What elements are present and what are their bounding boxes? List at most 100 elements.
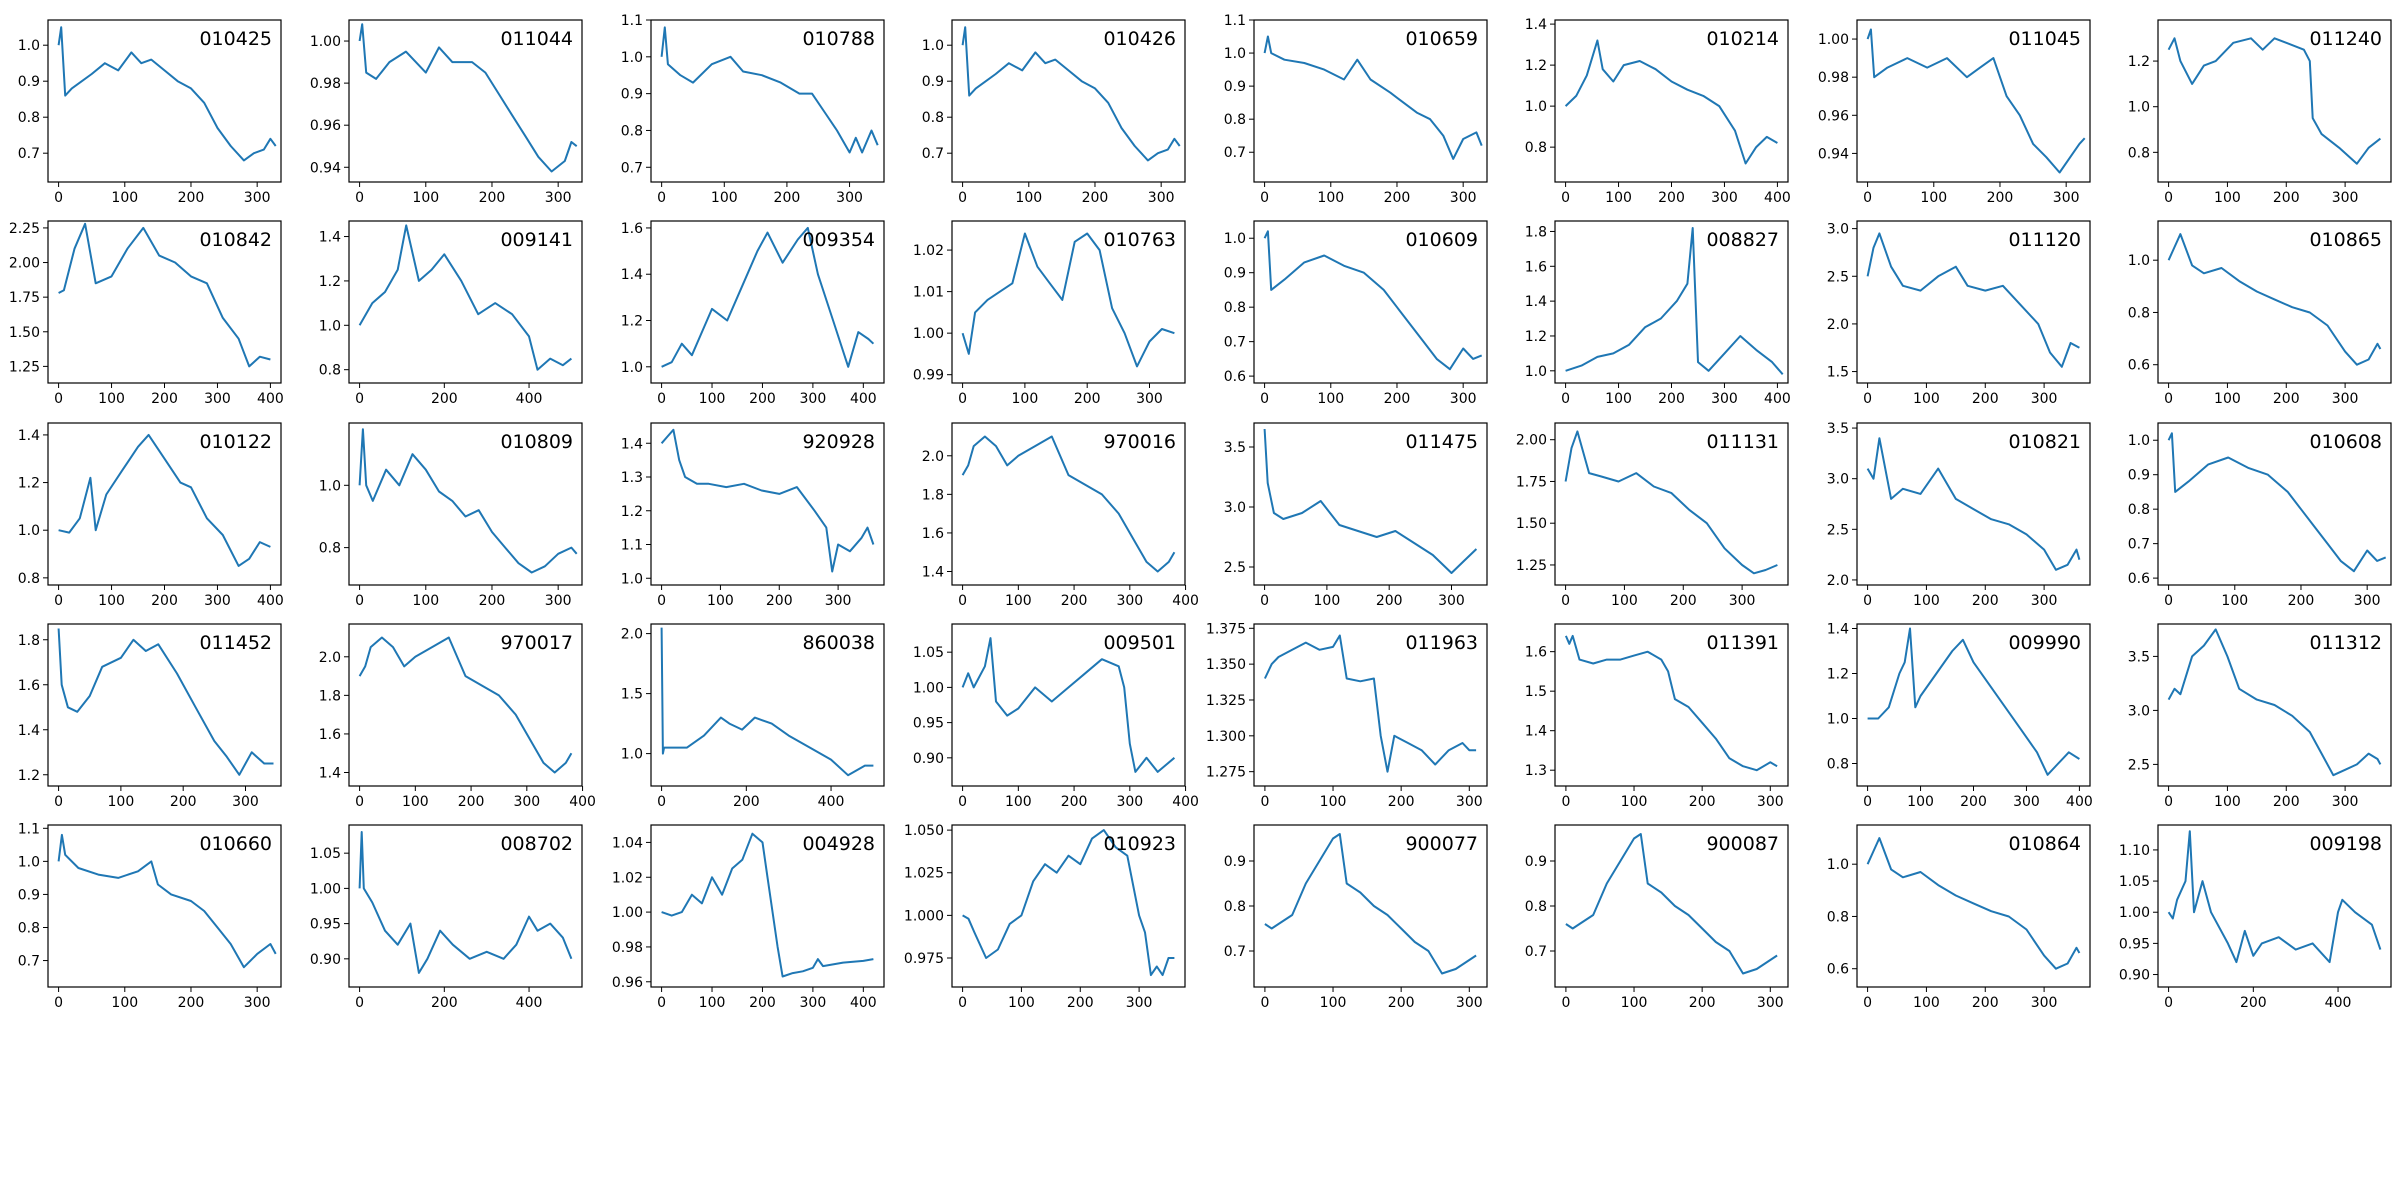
x-tick-label: 300: [2013, 794, 2040, 810]
x-tick-label: 400: [257, 391, 284, 407]
subplot-title: 920928: [802, 431, 875, 453]
x-tick-label: 100: [402, 794, 429, 810]
y-tick-label: 1.0: [2128, 253, 2150, 269]
y-tick-label: 1.050: [904, 823, 944, 839]
x-tick-label: 400: [1764, 190, 1791, 206]
x-tick-label: 200: [1987, 190, 2014, 206]
series-line: [962, 829, 1175, 977]
subplot-title: 011240: [2309, 28, 2382, 50]
series-line: [358, 831, 573, 974]
subplot-920928: 0 100 200 300 1.0 1.1 1.2 1.3 1.4 920928: [621, 422, 885, 609]
subplot-011044: 0 100 200 300 0.94 0.96 0.98 1.00 011044: [310, 19, 583, 206]
x-tick-label: 300: [1116, 593, 1143, 609]
y-tick-label: 1.4: [1827, 622, 1849, 638]
y-tick-label: 1.1: [621, 538, 643, 554]
series-line: [1866, 837, 2081, 970]
y-tick-label: 1.2: [18, 476, 40, 492]
y-tick-label: 1.0: [1525, 364, 1547, 380]
subplot-009141: 0 200 400 0.8 1.0 1.2 1.4 009141: [319, 220, 583, 407]
subplot-010842: 0 100 200 300 400 1.25 1.50 1.75 2.00 2.25 010842: [9, 220, 284, 407]
y-tick-label: 1.4: [1525, 294, 1547, 310]
subplot-title: 010608: [2309, 431, 2382, 453]
subplot-010608: 0 100 200 300 0.6 0.7 0.8 0.9 1.0 010608: [2128, 422, 2392, 609]
y-tick-label: 1.275: [1206, 765, 1246, 781]
y-tick-label: 1.4: [1525, 724, 1547, 740]
x-tick-label: 200: [733, 794, 760, 810]
x-tick-label: 0: [657, 995, 666, 1011]
series-line: [2167, 432, 2387, 573]
x-tick-label: 100: [711, 190, 738, 206]
x-tick-label: 0: [657, 794, 666, 810]
y-tick-label: 0.8: [922, 110, 944, 126]
series-line: [1565, 227, 1784, 375]
y-tick-label: 1.8: [18, 633, 40, 649]
y-tick-label: 1.350: [1206, 657, 1246, 673]
x-tick-label: 200: [749, 995, 776, 1011]
y-tick-label: 0.98: [1818, 70, 1849, 86]
subplot-011963: 0 100 200 300 1.275 1.300 1.325 1.350 1.375 01196…: [1206, 621, 1488, 810]
y-tick-label: 1.1: [18, 821, 40, 837]
x-tick-label: 0: [355, 190, 364, 206]
y-tick-label: 2.0: [1827, 317, 1849, 333]
subplot-title: 010660: [199, 833, 272, 855]
axes-frame: [348, 19, 583, 183]
x-tick-label: 300: [1757, 995, 1784, 1011]
y-tick-label: 0.8: [2128, 145, 2150, 161]
x-tick-label: 400: [850, 995, 877, 1011]
x-tick-label: 300: [204, 593, 231, 609]
subplot-011045: 0 100 200 300 0.94 0.96 0.98 1.00 011045: [1818, 19, 2091, 206]
subplot-title: 011963: [1405, 632, 1478, 654]
x-tick-label: 0: [958, 391, 967, 407]
axes-frame: [650, 824, 885, 988]
y-tick-label: 2.25: [9, 221, 40, 237]
x-tick-label: 0: [355, 995, 364, 1011]
subplot-010923: 0 100 200 300 0.975 1.000 1.025 1.050 010923: [904, 823, 1186, 1011]
x-tick-label: 0: [958, 593, 967, 609]
y-tick-label: 1.05: [310, 846, 341, 862]
y-tick-label: 0.8: [2128, 502, 2150, 518]
subplot-title: 010842: [199, 229, 272, 251]
x-tick-label: 300: [1456, 995, 1483, 1011]
subplot-011131: 0 100 200 300 1.25 1.50 1.75 2.00 011131: [1516, 422, 1789, 609]
x-tick-label: 100: [1913, 995, 1940, 1011]
x-tick-label: 100: [2221, 593, 2248, 609]
x-tick-label: 300: [1148, 190, 1175, 206]
x-tick-label: 0: [355, 593, 364, 609]
subplot-008827: 0 100 200 300 400 1.0 1.2 1.4 1.6 1.8 008827: [1525, 220, 1791, 407]
x-tick-label: 400: [1172, 794, 1199, 810]
subplot-010864: 0 100 200 300 0.6 0.8 1.0 010864: [1827, 824, 2091, 1011]
x-tick-label: 200: [1376, 593, 1403, 609]
y-tick-label: 1.0: [18, 38, 40, 54]
x-tick-label: 300: [545, 593, 572, 609]
x-tick-label: 300: [513, 794, 540, 810]
x-tick-label: 100: [1320, 794, 1347, 810]
x-tick-label: 100: [1605, 190, 1632, 206]
y-tick-label: 1.01: [913, 285, 944, 301]
x-tick-label: 100: [108, 794, 135, 810]
y-tick-label: 1.10: [2119, 843, 2150, 859]
subplot-title: 011131: [1706, 431, 1779, 453]
y-tick-label: 0.9: [1224, 79, 1246, 95]
subplot-title: 008827: [1706, 229, 1779, 251]
y-tick-label: 0.9: [18, 887, 40, 903]
subplot-010763: 0 100 200 300 0.99 1.00 1.01 1.02 010763: [913, 220, 1186, 407]
series-line: [961, 637, 1176, 773]
y-tick-label: 1.0: [1525, 99, 1547, 115]
x-tick-label: 0: [1260, 995, 1269, 1011]
y-tick-label: 2.0: [1827, 573, 1849, 589]
subplot-009354: 0 100 200 300 400 1.0 1.2 1.4 1.6 009354: [621, 220, 885, 407]
subplot-011452: 0 100 200 300 1.2 1.4 1.6 1.8 011452: [18, 623, 282, 810]
y-tick-label: 1.2: [621, 504, 643, 520]
y-tick-label: 1.8: [922, 487, 944, 503]
subplot-title: 010864: [2008, 833, 2081, 855]
y-tick-label: 1.00: [913, 680, 944, 696]
y-tick-label: 0.7: [922, 146, 944, 162]
x-tick-label: 100: [1621, 995, 1648, 1011]
x-tick-label: 0: [1561, 391, 1570, 407]
y-tick-label: 1.4: [319, 766, 341, 782]
subplot-010426: 0 100 200 300 0.7 0.8 0.9 1.0 010426: [922, 19, 1186, 206]
x-tick-label: 300: [1116, 794, 1143, 810]
x-tick-label: 0: [1863, 593, 1872, 609]
x-tick-label: 0: [54, 995, 63, 1011]
y-tick-label: 1.2: [1827, 667, 1849, 683]
